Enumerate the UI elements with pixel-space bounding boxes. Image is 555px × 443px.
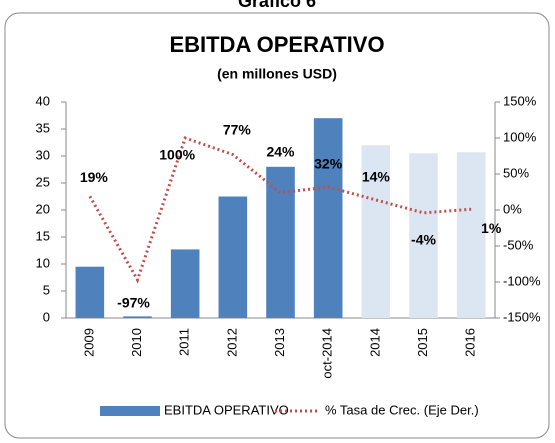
y-tick-label: 25 xyxy=(36,174,50,189)
x-tick-label: 2011 xyxy=(177,328,192,356)
y-tick-label: 30 xyxy=(36,147,50,162)
bar xyxy=(456,152,486,318)
bar xyxy=(409,153,438,318)
x-tick-label: 2009 xyxy=(81,328,96,357)
y2-tick-label: 50% xyxy=(503,165,529,180)
bar xyxy=(266,166,295,318)
x-tick-label: 2013 xyxy=(272,328,287,357)
x-tick-label: 2015 xyxy=(415,328,430,357)
y-tick-label: 20 xyxy=(36,201,50,216)
data-label: 32% xyxy=(314,156,343,172)
data-label: -97% xyxy=(117,295,150,311)
y2-tick-label: 0% xyxy=(503,201,522,216)
chart-subtitle: (en millones USD) xyxy=(217,66,337,82)
bar xyxy=(170,249,200,318)
data-label: -4% xyxy=(411,232,436,248)
bar xyxy=(313,118,343,318)
data-label: 1% xyxy=(481,220,502,236)
y-tick-label: 15 xyxy=(36,228,50,243)
x-tick-label: 2014 xyxy=(367,328,382,357)
legend-label: EBITDA OPERATIVO xyxy=(164,402,289,417)
growth-line xyxy=(88,136,472,284)
bar xyxy=(123,316,152,318)
x-tick-label: oct-2014 xyxy=(320,328,335,379)
y2-tick-label: -150% xyxy=(503,309,541,324)
y-tick-label: 0 xyxy=(43,309,50,324)
y2-tick-label: 150% xyxy=(503,93,537,108)
data-label: 14% xyxy=(362,169,391,185)
y-tick-label: 35 xyxy=(36,120,50,135)
legend-label: % Tasa de Crec. (Eje Der.) xyxy=(325,402,479,417)
y-tick-label: 40 xyxy=(36,93,50,108)
chart-title: EBITDA OPERATIVO xyxy=(169,32,384,57)
data-label: 19% xyxy=(80,169,109,185)
data-label: 77% xyxy=(223,121,252,137)
y2-tick-label: -100% xyxy=(503,273,541,288)
y-tick-label: 10 xyxy=(36,255,50,270)
x-tick-label: 2012 xyxy=(224,328,239,357)
bar xyxy=(75,266,105,318)
legend-swatch xyxy=(100,406,160,416)
y2-tick-label: 100% xyxy=(503,129,537,144)
data-label: 100% xyxy=(159,147,195,163)
bar xyxy=(361,145,391,318)
header: Gráfico 6 xyxy=(238,0,316,11)
y2-tick-label: -50% xyxy=(503,237,534,252)
x-tick-label: 2010 xyxy=(129,328,144,357)
data-label: 24% xyxy=(266,143,295,159)
x-tick-label: 2016 xyxy=(463,328,478,357)
y-tick-label: 5 xyxy=(43,282,50,297)
bar xyxy=(218,196,248,318)
